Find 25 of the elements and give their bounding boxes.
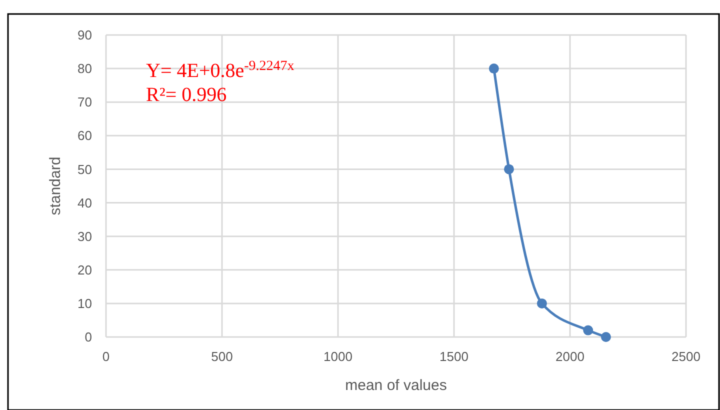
- y-tick-label: 70: [78, 94, 92, 110]
- x-tick-label: 500: [211, 349, 233, 364]
- x-tick-label: 2000: [556, 349, 584, 364]
- y-tick-label: 30: [78, 228, 92, 244]
- point: [583, 325, 594, 336]
- y-tick-label: 0: [84, 330, 92, 345]
- y-tick-label: 60: [78, 128, 92, 144]
- y-tick-label: 20: [78, 262, 92, 278]
- y-tick-label: 50: [78, 162, 92, 177]
- annotation: R²= 0.996: [146, 84, 227, 106]
- annotation: Y= 4E+0.8e$^{-9.2247x}$: [146, 58, 294, 82]
- point: [488, 64, 499, 74]
- y-axis-title: standard: [47, 156, 64, 216]
- point: [600, 332, 611, 342]
- x-tick-label: 1000: [324, 349, 352, 364]
- point: [536, 298, 547, 308]
- x-tick-label: 0: [102, 349, 110, 364]
- y-tick-label: 40: [78, 195, 92, 210]
- x-tick-label: 2500: [672, 349, 700, 364]
- x-axis-title: mean of values: [345, 377, 447, 394]
- y-tick-label: 80: [78, 61, 92, 76]
- point: [504, 164, 514, 174]
- x-tick-label: 1500: [440, 349, 468, 364]
- y-tick-label: 10: [78, 296, 92, 311]
- y-tick-label: 90: [78, 28, 92, 43]
